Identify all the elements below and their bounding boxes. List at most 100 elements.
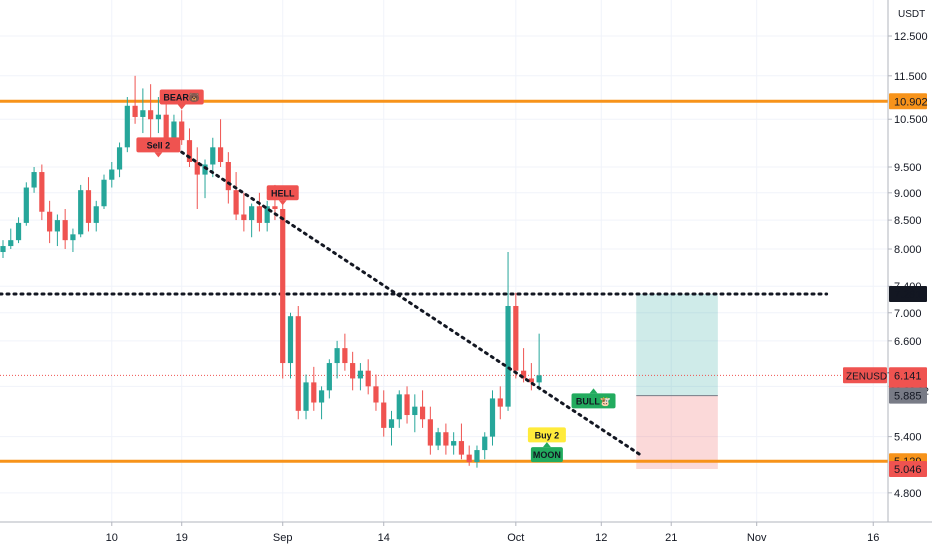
entry-tag-value: 5.885 [894, 391, 922, 403]
candle-body [474, 450, 480, 463]
candle-body [54, 220, 60, 232]
x-tick-label: Oct [507, 532, 524, 544]
y-tick-label: 9.000 [894, 188, 922, 200]
candle-body [373, 386, 379, 403]
drawings [180, 150, 642, 457]
x-tick-label: 14 [378, 532, 390, 544]
position-tool[interactable] [636, 293, 718, 469]
marker-label: BEAR🐻 [163, 92, 200, 103]
price-tags: 10.9025.1297.281ZENUSDT6.14120:33:025.88… [843, 93, 929, 477]
resistance-tag: 10.902 [889, 93, 928, 110]
profit-zone[interactable] [636, 293, 718, 396]
candle-body [381, 402, 387, 428]
stop-tag-value: 5.046 [894, 464, 922, 476]
marker-pointer [278, 200, 287, 206]
candle-body [155, 114, 161, 120]
candle-body [396, 394, 402, 420]
candle-body [536, 375, 542, 383]
y-tick-label: 7.000 [894, 308, 922, 320]
y-tick-label: 5.400 [894, 432, 922, 444]
y-axis-ticks: 4.8005.4006.0006.6007.0007.4008.0008.500… [888, 31, 928, 500]
last-price-value: 6.141 [894, 370, 922, 382]
marker-sell: Sell 2 [136, 137, 181, 158]
candle-body [404, 394, 410, 416]
candle-body [528, 378, 534, 383]
y-tick-label: 8.500 [894, 215, 922, 227]
x-tick-label: Nov [747, 532, 767, 544]
candle-body [443, 432, 449, 446]
candle-body [39, 172, 45, 212]
grid [0, 0, 888, 522]
candle-body [264, 206, 270, 223]
candle-body [109, 169, 115, 180]
x-axis-ticks: 22Aug1019Sep14Oct1221Nov1625 [106, 522, 879, 544]
marker-bg [530, 447, 563, 463]
candle-body [179, 121, 185, 141]
candle-body [435, 432, 441, 446]
target-tag: 7.281 [889, 285, 927, 302]
y-tick-label: 11.500 [894, 71, 927, 83]
candle-body [497, 398, 503, 407]
candle-body [163, 114, 169, 138]
marker-pointer [177, 104, 186, 110]
candle-body [85, 190, 92, 223]
candle-body [482, 436, 488, 451]
candle-body [15, 222, 22, 241]
candle-body [287, 316, 294, 364]
candle-body [210, 147, 216, 165]
candle-body [70, 234, 76, 241]
marker-bg [571, 393, 616, 409]
y-tick-label: 12.500 [894, 31, 928, 43]
candle-body [132, 105, 138, 117]
signal-markers: BEAR🐻 Sell 2 HELL BULL🐮 Buy 2 MOON [136, 89, 616, 463]
y-tick-label: 8.000 [894, 244, 922, 256]
candle-body [458, 441, 465, 455]
candle-body [249, 206, 255, 221]
candle-body [412, 406, 418, 416]
candle-body [489, 398, 496, 437]
candle-body [311, 382, 317, 403]
marker-label: Buy 2 [535, 430, 560, 440]
marker-bg [266, 185, 299, 201]
y-tick-label: 6.600 [894, 336, 922, 348]
candle-body [350, 363, 356, 379]
y-tick-label: 9.500 [894, 162, 922, 174]
candle-body [124, 105, 130, 148]
candle-body [140, 110, 146, 117]
marker-buy: MOON [530, 442, 563, 463]
marker-bg [136, 137, 181, 153]
candle-body [513, 305, 519, 371]
marker-sell: HELL [266, 185, 299, 206]
candle-body [505, 305, 511, 407]
candle-body [419, 406, 426, 420]
candle-body [225, 162, 231, 191]
level-lines [0, 99, 888, 463]
candle-body [47, 211, 53, 232]
marker-buy2: Buy 2 [527, 427, 566, 443]
x-tick-label: 19 [176, 532, 188, 544]
candle-body [194, 162, 200, 175]
currency-label: USDT [898, 9, 925, 20]
marker-sell: BEAR🐻 [159, 89, 204, 110]
loss-zone[interactable] [636, 395, 718, 469]
candle-body [186, 140, 193, 163]
y-tick-label: 10.500 [894, 114, 928, 126]
marker-label: Sell 2 [147, 140, 171, 150]
entry-tag: 5.885 [889, 387, 927, 404]
marker-bg [159, 89, 204, 105]
candle-body [8, 240, 14, 247]
candle-body [295, 316, 301, 411]
marker-pointer [154, 152, 163, 158]
marker-buy: BULL🐮 [571, 388, 616, 409]
candle-body [93, 206, 99, 223]
candle-body [357, 370, 364, 379]
candle-body [318, 390, 325, 403]
candle-body [303, 382, 309, 411]
candle-body [280, 208, 286, 364]
candle-body [101, 179, 107, 207]
candle-body [202, 164, 208, 175]
candle-body [451, 441, 457, 446]
marker-label: HELL [271, 188, 295, 198]
